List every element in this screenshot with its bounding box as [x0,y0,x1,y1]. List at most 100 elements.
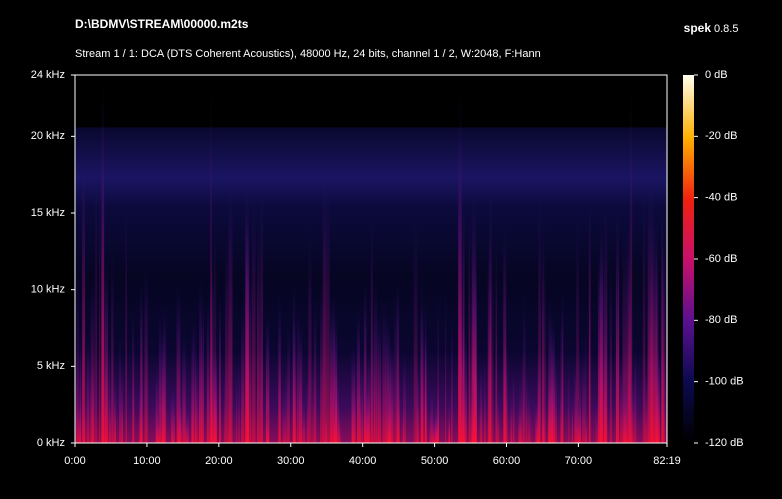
spectrogram-streak [176,287,181,443]
spectrogram-streak [306,372,309,443]
spectrogram-streak [156,408,161,443]
spectrogram-streak [322,168,327,443]
x-tick-label: 20:00 [205,455,233,467]
spectrogram-streak [647,196,649,443]
spectrogram-streak [585,408,588,443]
spectrogram-streak [192,315,196,443]
colorbar-tick-label: 0 dB [705,69,728,81]
spectrogram-streak [648,180,650,443]
spectrogram-streak [616,253,620,443]
y-tick-label: 24 kHz [31,69,65,81]
spectrogram-streak [424,304,427,443]
spectrogram-streak [445,286,447,443]
spectrogram-streak [489,181,492,443]
spectrogram-streak [155,367,159,443]
spectrogram-streak [623,377,627,443]
y-tick-label: 5 kHz [37,360,65,372]
spectrogram-streak [218,293,221,443]
spectrogram-streak [338,405,341,443]
spectrogram-streak [487,237,492,443]
spectrogram-streak [287,322,290,443]
spectrogram-streak [109,386,111,443]
spectrogram-streak [284,404,286,443]
spectrogram-streak [360,357,364,443]
colorbar [683,75,694,443]
spectrogram-streak [138,374,143,443]
spectrogram-streak [459,179,462,443]
spectrogram-streak [182,333,186,443]
spectrogram-streak [119,333,121,443]
spectrogram-streak [535,395,539,443]
spectrogram-streak [225,230,229,443]
spectrogram-streak [661,219,665,443]
spectrogram-streak [259,309,263,443]
spectrogram-streak [265,313,270,443]
spectrogram-streak [237,362,241,443]
spectrogram-streak [82,147,86,443]
y-tick-label: 0 kHz [37,437,65,449]
spectrogram-streak [111,250,114,443]
spectrogram-streak [132,332,135,443]
y-tick-label: 20 kHz [31,130,65,142]
spectrogram-streak [603,322,606,443]
spectrogram-streak [609,263,613,443]
y-tick-label: 15 kHz [31,207,65,219]
spectrogram-streak [202,287,204,443]
x-tick-label: 50:00 [421,455,449,467]
spectrogram-streak [402,401,405,443]
spectrogram-streak [144,263,148,443]
stream-info: Stream 1 / 1: DCA (DTS Coherent Acoustic… [75,48,541,60]
spectrogram-streak [354,383,356,443]
spectrogram-streak [179,396,183,443]
spectrogram-streak [579,343,581,443]
x-tick-label: 40:00 [349,455,377,467]
spectrogram-streak [161,333,165,443]
spectrogram-streak [308,228,312,443]
spectrogram-streak [495,237,498,443]
spectrogram-streak [496,389,500,443]
spectrogram-streak [437,288,439,443]
spectrogram-streak [473,256,478,443]
spectrogram-streak [177,383,181,443]
x-tick-label: 60:00 [493,455,521,467]
colorbar-tick-label: -80 dB [705,314,737,326]
spectrogram-streak [416,364,419,443]
spectrogram-streak [503,223,507,443]
spectrogram-streak [462,211,464,443]
spectrogram-streak [325,177,330,443]
spectrogram-streak [420,277,423,443]
spectrogram-streak [363,279,367,443]
spectrogram-streak [396,277,400,443]
spectrogram-streak [656,339,659,443]
spectrogram-streak [595,392,599,443]
spectrogram-streak [649,179,654,443]
spectrogram-streak [560,299,564,443]
spectrogram-streak [77,398,81,443]
spectrogram-streak [170,386,175,443]
x-tick-label: 30:00 [277,455,305,467]
spectrogram-streak [208,332,212,443]
spectrogram-streaks [76,83,667,443]
spectrogram-streak [278,295,281,443]
colorbar-tick-label: -40 dB [705,192,737,204]
spectrogram-streak [605,208,608,443]
spectrogram-streak [451,314,453,443]
spectrogram-streak [371,317,373,443]
colorbar-tick-label: -60 dB [705,253,737,265]
spectrogram-streak [468,203,470,443]
spectrogram-streak [302,397,306,443]
spectrogram-streak [94,254,96,443]
x-tick-label: 82:19 [653,455,681,467]
spectrogram-streak [510,388,512,443]
spectrogram-streak [213,214,217,443]
spectrogram-streak [249,262,252,443]
spectrogram-streak [299,321,303,443]
spectrogram-streak [393,294,397,443]
spectrogram-streak [113,376,117,443]
spectrogram-streak [574,398,579,443]
spectrogram-streak [576,212,579,443]
spectrogram-streak [661,194,663,443]
spectrogram-streak [245,191,249,443]
spectrogram-streak [356,309,360,443]
